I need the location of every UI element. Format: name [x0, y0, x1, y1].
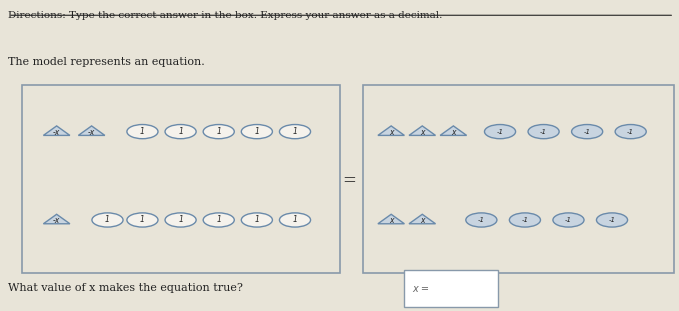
- Text: What value of x makes the equation true?: What value of x makes the equation true?: [8, 283, 243, 293]
- Text: x: x: [420, 128, 424, 137]
- Text: =: =: [343, 172, 356, 189]
- Polygon shape: [78, 126, 105, 135]
- Circle shape: [572, 124, 603, 139]
- FancyBboxPatch shape: [404, 270, 498, 307]
- Text: 1: 1: [217, 216, 221, 225]
- Text: 1: 1: [140, 127, 145, 136]
- Text: 1: 1: [140, 216, 145, 225]
- Polygon shape: [378, 126, 405, 135]
- Text: x: x: [389, 128, 393, 137]
- Circle shape: [509, 213, 540, 227]
- Text: 1: 1: [255, 216, 259, 225]
- Circle shape: [127, 124, 158, 139]
- Text: 1: 1: [105, 216, 110, 225]
- Circle shape: [485, 124, 515, 139]
- Circle shape: [203, 213, 234, 227]
- Circle shape: [127, 213, 158, 227]
- Circle shape: [165, 124, 196, 139]
- Circle shape: [165, 213, 196, 227]
- Text: -x: -x: [53, 128, 60, 137]
- Polygon shape: [440, 126, 466, 135]
- Circle shape: [280, 213, 310, 227]
- Text: -1: -1: [608, 217, 616, 223]
- Text: x: x: [420, 216, 424, 225]
- Text: The model represents an equation.: The model represents an equation.: [8, 57, 205, 67]
- Text: -1: -1: [478, 217, 485, 223]
- Text: x =: x =: [412, 284, 429, 294]
- Circle shape: [241, 213, 272, 227]
- Polygon shape: [409, 126, 435, 135]
- Circle shape: [280, 124, 310, 139]
- Text: -1: -1: [565, 217, 572, 223]
- Polygon shape: [409, 214, 435, 224]
- Text: x: x: [389, 216, 393, 225]
- Text: 1: 1: [217, 127, 221, 136]
- Text: 1: 1: [255, 127, 259, 136]
- Text: -1: -1: [521, 217, 528, 223]
- Circle shape: [466, 213, 497, 227]
- Text: -1: -1: [627, 129, 634, 135]
- Circle shape: [203, 124, 234, 139]
- Text: -x: -x: [53, 216, 60, 225]
- Polygon shape: [378, 214, 405, 224]
- Circle shape: [553, 213, 584, 227]
- Circle shape: [615, 124, 646, 139]
- Text: 1: 1: [178, 216, 183, 225]
- Circle shape: [92, 213, 123, 227]
- Circle shape: [596, 213, 627, 227]
- Text: 1: 1: [293, 127, 297, 136]
- Polygon shape: [43, 214, 70, 224]
- Text: -x: -x: [88, 128, 95, 137]
- Text: Directions: Type the correct answer in the box. Express your answer as a decimal: Directions: Type the correct answer in t…: [8, 11, 443, 20]
- Text: -1: -1: [584, 129, 591, 135]
- Text: x: x: [451, 128, 456, 137]
- Text: -1: -1: [496, 129, 504, 135]
- Circle shape: [241, 124, 272, 139]
- Polygon shape: [43, 126, 70, 135]
- Circle shape: [528, 124, 559, 139]
- Text: -1: -1: [540, 129, 547, 135]
- Text: 1: 1: [293, 216, 297, 225]
- Text: 1: 1: [178, 127, 183, 136]
